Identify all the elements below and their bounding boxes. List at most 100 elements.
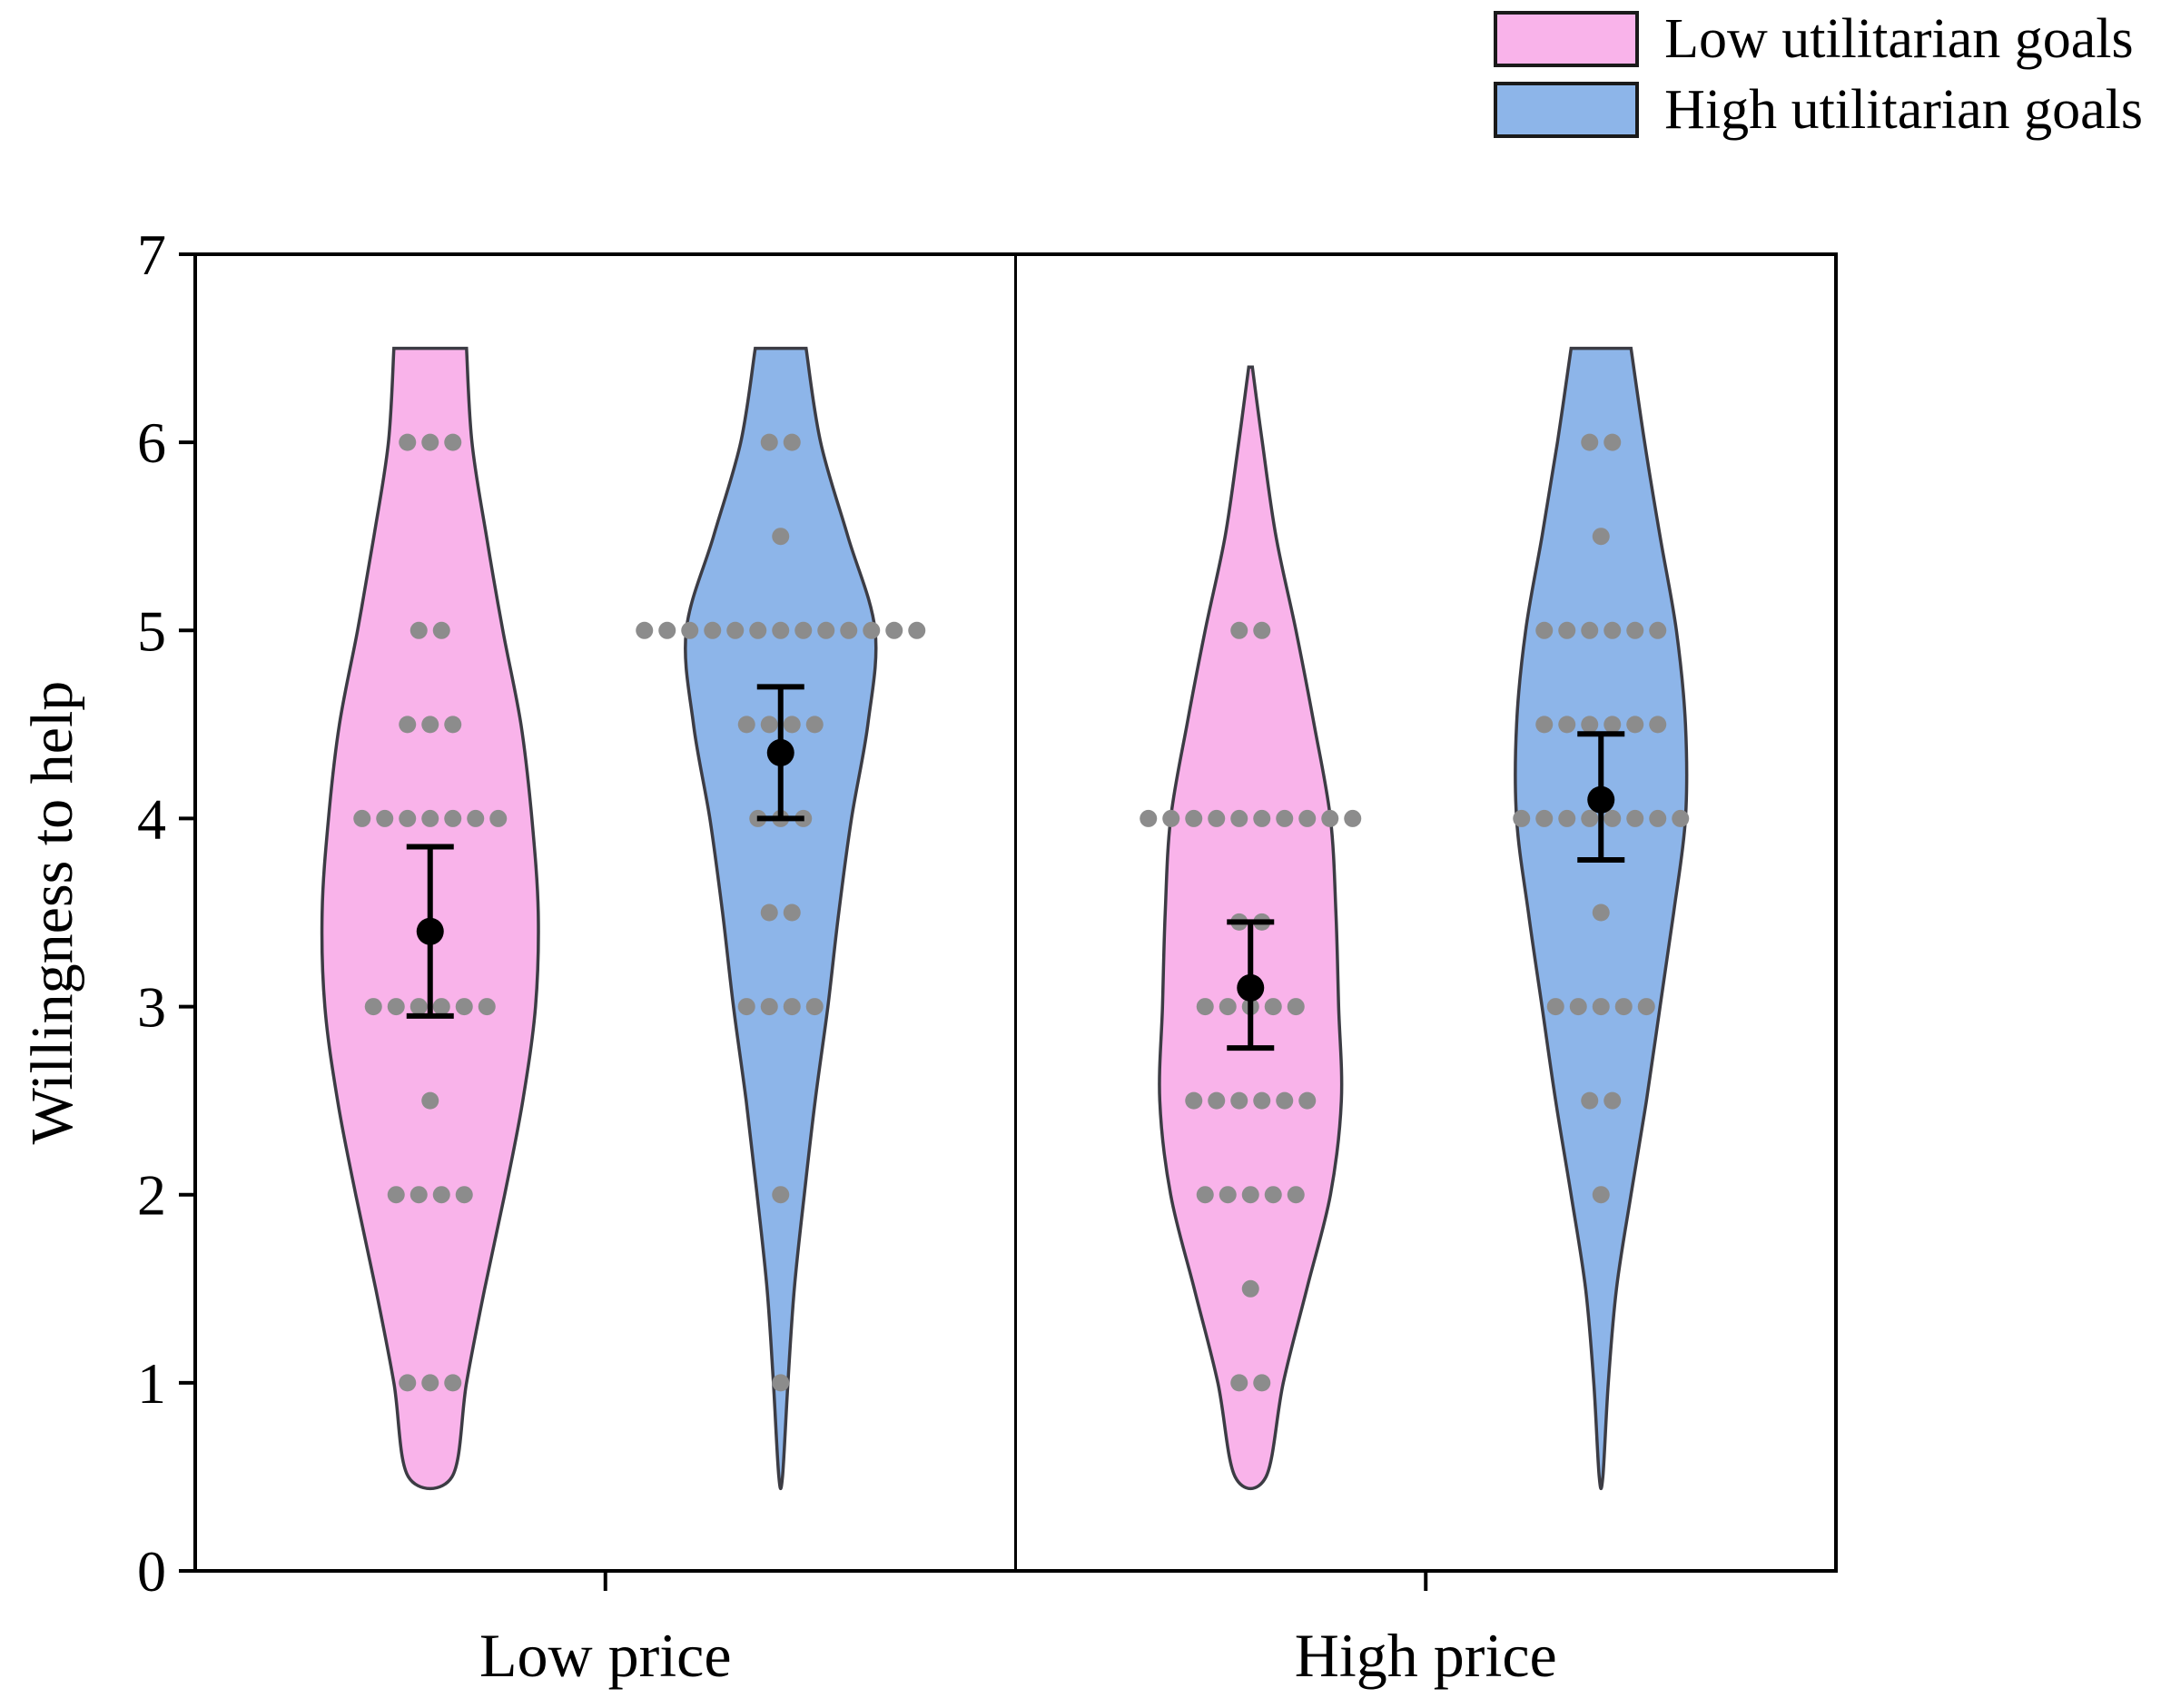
- data-point: [737, 716, 755, 734]
- data-point: [1208, 809, 1226, 827]
- data-point: [1230, 809, 1248, 827]
- y-tick-label: 5: [137, 598, 166, 663]
- data-point: [364, 998, 382, 1016]
- data-point: [432, 1186, 450, 1204]
- data-point: [399, 433, 417, 451]
- data-point: [760, 903, 778, 922]
- legend-label-high-utilitarian: High utilitarian goals: [1664, 79, 2143, 141]
- data-point: [636, 621, 654, 639]
- data-point: [1287, 1186, 1305, 1204]
- legend: Low utilitarian goals High utilitarian g…: [1494, 11, 2143, 138]
- data-point: [772, 1186, 790, 1204]
- data-point: [1581, 809, 1599, 827]
- data-point: [1649, 621, 1667, 639]
- data-point: [760, 716, 778, 734]
- data-point: [1253, 621, 1271, 639]
- data-point: [455, 1186, 473, 1204]
- legend-item-low-utilitarian: Low utilitarian goals: [1494, 11, 2143, 67]
- data-point: [1581, 716, 1599, 734]
- data-point: [908, 621, 926, 639]
- data-point: [1230, 1374, 1248, 1392]
- data-point: [1603, 1091, 1622, 1110]
- data-point: [444, 433, 462, 451]
- data-point: [805, 716, 824, 734]
- data-point: [410, 621, 428, 639]
- data-point: [1626, 621, 1644, 639]
- data-point: [1219, 998, 1237, 1016]
- data-point: [783, 433, 801, 451]
- mean-marker: [1587, 785, 1615, 814]
- data-point: [1230, 1091, 1248, 1110]
- data-point: [421, 433, 439, 451]
- x-category-label: Low price: [479, 1621, 732, 1690]
- data-point: [885, 621, 903, 639]
- data-point: [760, 998, 778, 1016]
- data-point: [1276, 809, 1294, 827]
- data-point: [1603, 621, 1622, 639]
- data-point: [1603, 716, 1622, 734]
- data-point: [1196, 1186, 1214, 1204]
- data-point: [1535, 621, 1554, 639]
- y-tick-label: 7: [137, 222, 166, 287]
- data-point: [805, 998, 824, 1016]
- data-point: [1558, 716, 1576, 734]
- legend-label-low-utilitarian: Low utilitarian goals: [1664, 8, 2134, 70]
- data-point: [432, 621, 450, 639]
- data-point: [1569, 998, 1587, 1016]
- data-point: [444, 716, 462, 734]
- data-point: [1162, 809, 1180, 827]
- data-point: [1241, 1279, 1259, 1298]
- y-tick-label: 4: [137, 786, 166, 851]
- y-tick-label: 0: [137, 1539, 166, 1604]
- legend-swatch-high-utilitarian: [1494, 82, 1640, 138]
- data-point: [1344, 809, 1362, 827]
- data-point: [863, 621, 881, 639]
- data-point: [1219, 1186, 1237, 1204]
- data-point: [489, 809, 508, 827]
- data-point: [376, 809, 394, 827]
- data-point: [1230, 621, 1248, 639]
- legend-item-high-utilitarian: High utilitarian goals: [1494, 82, 2143, 138]
- data-point: [817, 621, 835, 639]
- mean-marker: [416, 917, 444, 945]
- data-point: [1287, 998, 1305, 1016]
- data-point: [432, 998, 450, 1016]
- data-point: [1140, 809, 1158, 827]
- data-point: [444, 1374, 462, 1392]
- data-point: [772, 528, 790, 546]
- data-point: [1581, 1091, 1599, 1110]
- data-point: [421, 1091, 439, 1110]
- data-point: [794, 621, 813, 639]
- data-point: [478, 998, 496, 1016]
- data-point: [1185, 809, 1203, 827]
- data-point: [421, 716, 439, 734]
- data-point: [760, 433, 778, 451]
- data-point: [410, 998, 428, 1016]
- data-point: [1253, 1374, 1271, 1392]
- y-axis-title: Willingness to help: [19, 680, 85, 1145]
- data-point: [1253, 1091, 1271, 1110]
- data-point: [387, 998, 405, 1016]
- data-point: [399, 716, 417, 734]
- data-point: [1592, 903, 1610, 922]
- data-point: [726, 621, 745, 639]
- data-point: [1298, 1091, 1317, 1110]
- data-point: [1253, 809, 1271, 827]
- data-point: [1264, 998, 1282, 1016]
- data-point: [1592, 528, 1610, 546]
- data-point: [467, 809, 485, 827]
- data-point: [1241, 1186, 1259, 1204]
- data-point: [410, 1186, 428, 1204]
- data-point: [1558, 621, 1576, 639]
- data-point: [1276, 1091, 1294, 1110]
- data-point: [772, 621, 790, 639]
- data-point: [1592, 998, 1610, 1016]
- data-point: [1614, 998, 1633, 1016]
- data-point: [1535, 716, 1554, 734]
- data-point: [1264, 1186, 1282, 1204]
- violin: [684, 346, 878, 1491]
- data-point: [1649, 809, 1667, 827]
- data-point: [1626, 809, 1644, 827]
